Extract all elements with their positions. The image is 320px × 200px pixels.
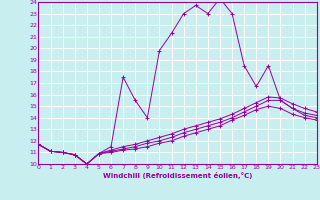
X-axis label: Windchill (Refroidissement éolien,°C): Windchill (Refroidissement éolien,°C) (103, 172, 252, 179)
